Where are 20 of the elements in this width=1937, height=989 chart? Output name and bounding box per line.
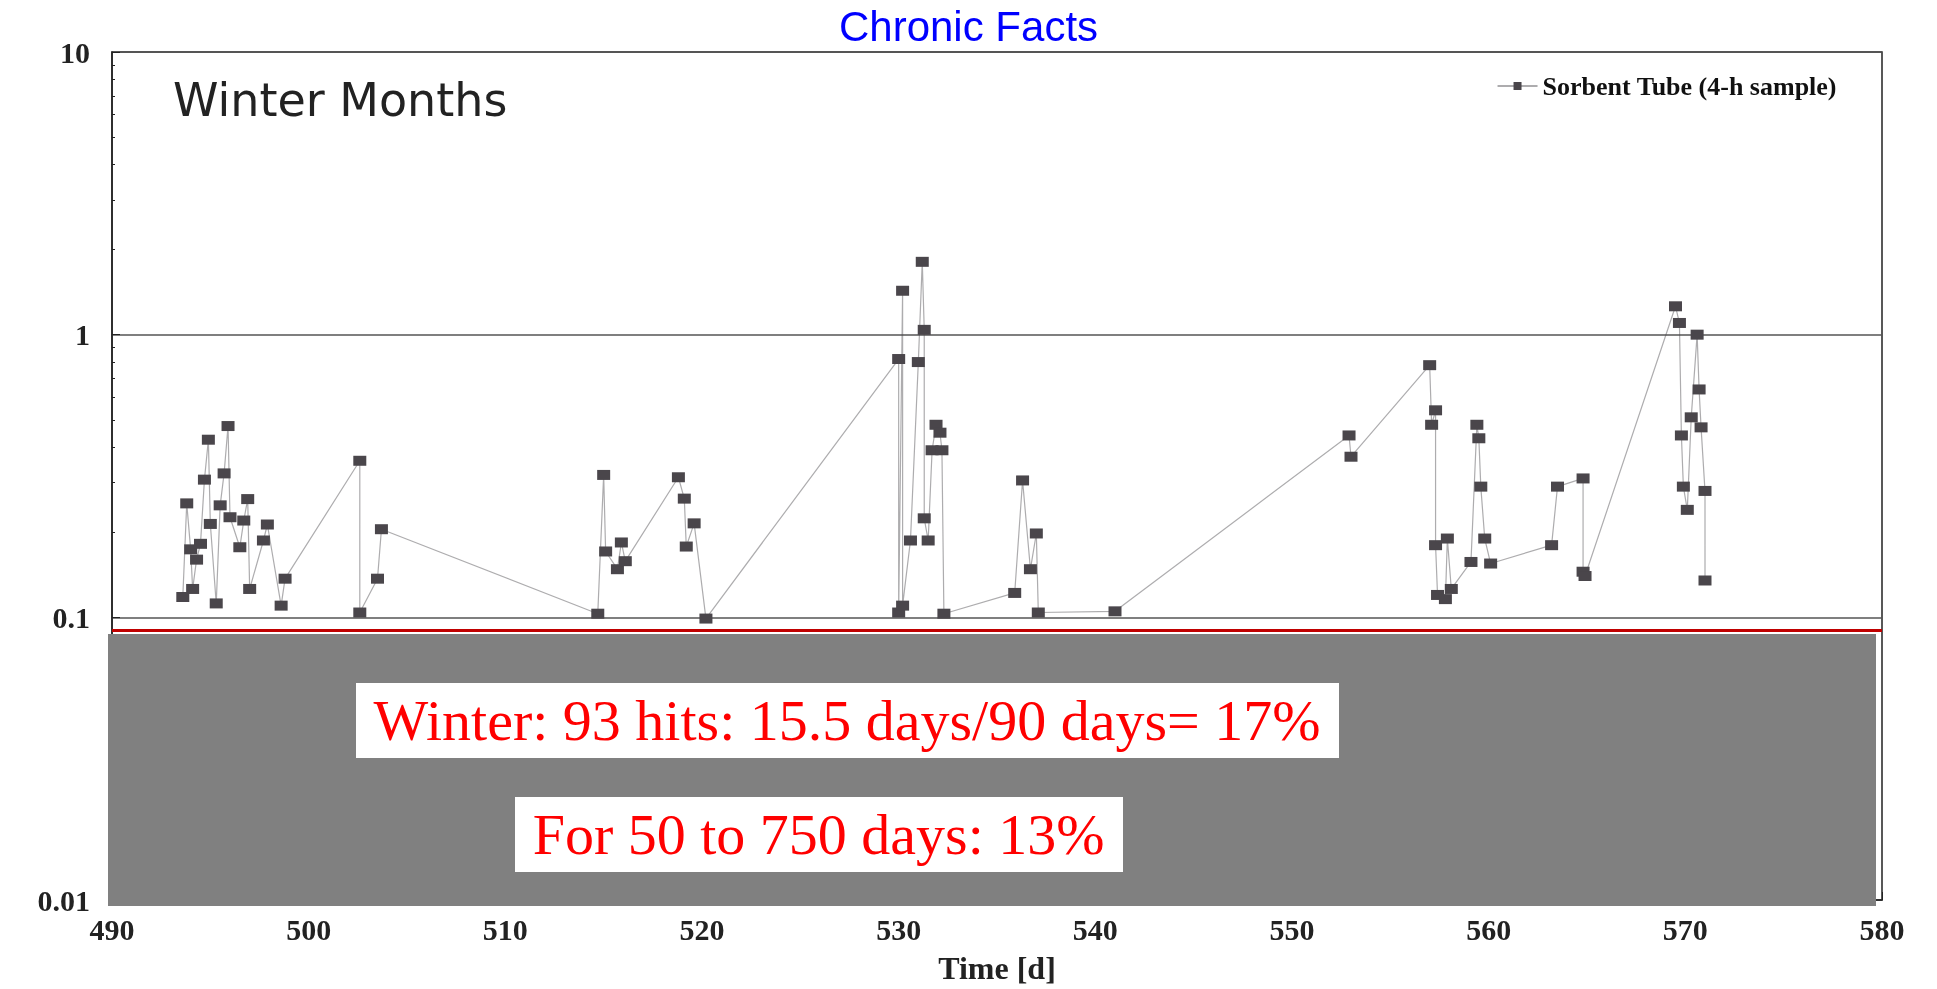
annotation: Winter: 93 hits: 15.5 days/90 days= 17% bbox=[355, 683, 1339, 759]
annotation: For 50 to 750 days: 13% bbox=[514, 797, 1123, 873]
y-tick-label: 1 bbox=[75, 318, 90, 352]
x-tick-label: 580 bbox=[1859, 912, 1905, 946]
x-tick-label: 510 bbox=[482, 912, 528, 946]
y-tick-label: 0.01 bbox=[37, 883, 90, 917]
x-axis-title: Time [d] bbox=[938, 950, 1056, 986]
x-tick-label: 560 bbox=[1466, 912, 1512, 946]
x-tick-label: 550 bbox=[1269, 912, 1315, 946]
x-tick-label: 490 bbox=[89, 912, 135, 946]
x-tick-label: 530 bbox=[876, 912, 922, 946]
legend-label: Sorbent Tube (4-h sample) bbox=[1542, 71, 1837, 101]
x-tick-label: 570 bbox=[1662, 912, 1708, 946]
x-tick-label: 520 bbox=[679, 912, 725, 946]
text: Winter Months bbox=[173, 73, 508, 127]
x-tick-label: 500 bbox=[286, 912, 332, 946]
x-tick-label: 540 bbox=[1072, 912, 1118, 946]
y-tick-label: 10 bbox=[60, 35, 90, 69]
chart-title: Chronic Facts bbox=[838, 2, 1099, 50]
y-tick-label: 0.1 bbox=[52, 600, 90, 634]
